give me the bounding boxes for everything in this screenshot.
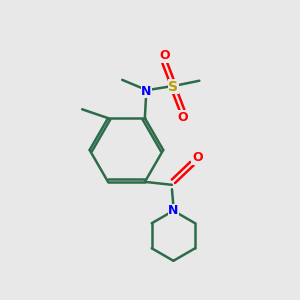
- Text: S: S: [168, 80, 178, 94]
- Text: O: O: [177, 111, 188, 124]
- Text: N: N: [168, 204, 178, 217]
- Text: O: O: [192, 151, 202, 164]
- Text: N: N: [141, 85, 152, 98]
- Text: O: O: [159, 50, 170, 62]
